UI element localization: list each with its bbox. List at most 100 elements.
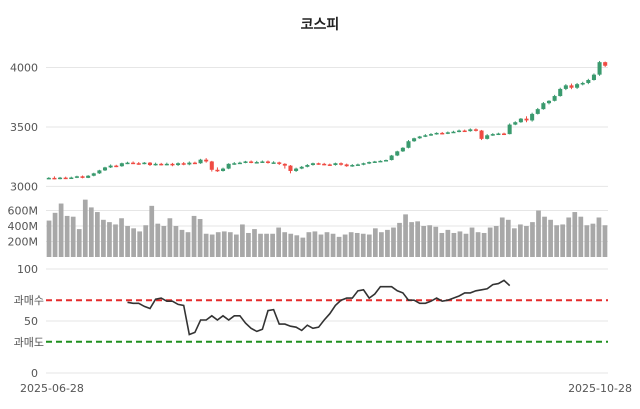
candle-body <box>580 82 585 85</box>
candle-body <box>91 173 96 176</box>
candle-body <box>597 62 602 75</box>
volume-bar <box>451 232 457 257</box>
candle-body <box>243 161 248 163</box>
volume-bar <box>372 228 378 257</box>
volume-bar <box>330 233 336 257</box>
volume-bar <box>143 225 149 257</box>
candle-body <box>119 163 124 167</box>
volume-bars <box>46 199 608 257</box>
candle-body <box>69 177 74 180</box>
candle-body <box>164 163 169 166</box>
volume-bar <box>70 216 76 257</box>
candle-body <box>344 164 349 167</box>
candle-body <box>507 124 512 135</box>
oscillator-tick-label: 0 <box>31 367 38 380</box>
volume-bar <box>366 234 372 257</box>
volume-bar <box>191 215 197 257</box>
volume-bar <box>167 218 173 257</box>
candle-body <box>518 118 523 123</box>
volume-bar <box>427 225 433 257</box>
candle-body <box>58 177 63 180</box>
volume-bar <box>209 234 215 257</box>
oscillator-line <box>127 279 511 336</box>
volume-bar <box>602 225 608 257</box>
candle-body <box>114 165 119 168</box>
volume-bar <box>348 232 354 257</box>
volume-bar <box>505 219 511 257</box>
candle-body <box>322 163 327 166</box>
candle-body <box>428 134 433 136</box>
candle-body <box>339 163 344 165</box>
volume-bar <box>433 226 439 257</box>
candle-body <box>552 96 557 101</box>
oscillator-tick-label: 50 <box>24 315 38 328</box>
candle-body <box>546 100 552 104</box>
volume-bar <box>439 232 445 257</box>
volume-tick-label: 200M <box>8 236 39 249</box>
volume-bar <box>82 199 88 257</box>
volume-bar <box>203 233 209 257</box>
candle-body <box>305 165 310 167</box>
candle-body <box>204 159 209 162</box>
volume-bar <box>149 205 155 257</box>
candle-body <box>209 161 214 170</box>
volume-bar <box>475 232 481 257</box>
volume-bar <box>240 224 245 257</box>
candle-body <box>558 88 563 97</box>
volume-bar <box>385 229 390 257</box>
candle-body <box>86 175 91 178</box>
volume-bar <box>487 227 493 257</box>
candle-body <box>350 165 355 167</box>
candle-body <box>440 132 445 135</box>
candle-body <box>80 176 85 178</box>
candle-body <box>468 129 473 132</box>
volume-bar <box>107 222 112 257</box>
volume-tick-label: 400M <box>8 220 39 233</box>
x-end-label: 2025-10-28 <box>568 382 632 395</box>
candle-body <box>400 147 405 152</box>
volume-bar <box>95 212 100 257</box>
volume-tick-label: 600M <box>8 205 39 218</box>
candle-body <box>389 155 394 161</box>
candle-body <box>74 176 79 178</box>
volume-bar <box>215 232 221 257</box>
volume-bar <box>536 210 541 257</box>
volume-bar <box>457 231 463 257</box>
candle-body <box>502 133 507 136</box>
volume-bar <box>76 229 82 257</box>
volume-bar <box>197 219 203 257</box>
volume-bar <box>336 236 342 257</box>
volume-bar <box>131 228 136 257</box>
volume-bar <box>46 220 52 257</box>
candle-body <box>153 163 158 166</box>
candle-body <box>333 163 338 166</box>
candle-body <box>535 109 540 114</box>
candle-body <box>176 163 181 166</box>
volume-bar <box>161 226 167 257</box>
candle-body <box>282 163 287 166</box>
volume-bar <box>101 219 106 257</box>
volume-bar <box>52 212 58 257</box>
volume-bar <box>360 233 366 257</box>
candle-body <box>406 141 411 148</box>
candle-body <box>417 136 422 139</box>
candle-body <box>187 162 192 165</box>
candle-body <box>541 103 546 110</box>
candle-body <box>299 166 304 169</box>
candle-body <box>277 162 282 164</box>
volume-bar <box>499 217 505 257</box>
volume-bar <box>548 219 553 257</box>
volume-bar <box>511 228 517 257</box>
candle-body <box>131 162 136 165</box>
volume-bar <box>88 207 94 257</box>
volume-bar <box>294 235 300 257</box>
price-candles <box>46 60 608 180</box>
candle-body <box>181 163 186 165</box>
volume-bar <box>173 226 179 257</box>
oscillator-tick-label: 100 <box>17 263 38 276</box>
candle-body <box>63 177 68 180</box>
volume-bar <box>554 225 559 257</box>
candle-body <box>142 162 147 165</box>
